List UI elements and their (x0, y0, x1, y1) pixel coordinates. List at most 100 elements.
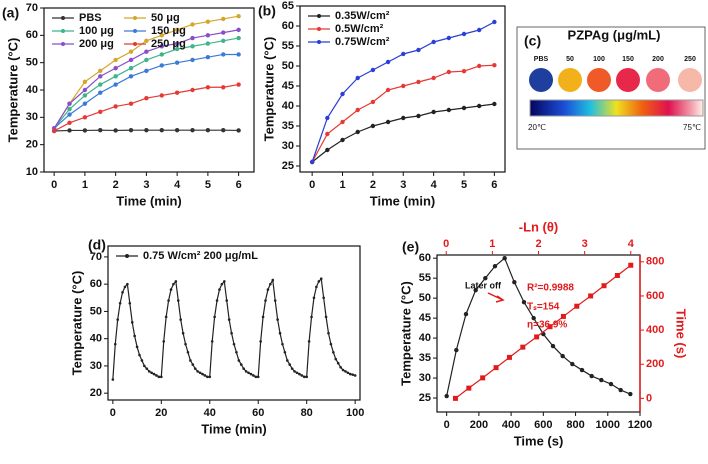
y-tick-label: 60 (419, 252, 431, 264)
marker (82, 79, 88, 85)
marker (446, 107, 452, 113)
marker (236, 82, 241, 87)
marker (236, 35, 241, 41)
marker (123, 285, 127, 289)
marker (401, 115, 406, 121)
marker (614, 272, 620, 278)
marker (221, 30, 226, 35)
marker (155, 374, 158, 377)
marker (111, 378, 115, 381)
marker (431, 75, 436, 81)
marker (236, 27, 241, 33)
marker (521, 299, 527, 305)
marker (184, 342, 187, 346)
y-tick-label: 25 (419, 392, 431, 404)
y2-tick-label: 800 (646, 256, 664, 268)
marker (143, 364, 146, 368)
marker (113, 57, 118, 63)
marker (269, 282, 272, 286)
marker (118, 301, 122, 305)
marker (281, 342, 284, 346)
marker (190, 57, 195, 63)
marker (221, 52, 226, 57)
y-tick-label: 30 (26, 111, 38, 123)
x2-tick-label: 0 (443, 238, 449, 250)
x2-tick-label: 2 (535, 238, 541, 250)
marker (190, 22, 195, 27)
marker (169, 288, 173, 291)
marker (276, 318, 279, 321)
marker (133, 334, 136, 338)
x-tick-label: 1 (339, 179, 345, 191)
marker (476, 63, 482, 69)
x-tick-label: 3 (143, 179, 149, 191)
annotation: Later off (465, 280, 502, 290)
marker (266, 288, 270, 291)
marker (128, 57, 134, 63)
marker (492, 101, 497, 107)
marker (502, 255, 507, 261)
marker (325, 147, 330, 153)
panel-c-title: PZPAg (μg/mL) (568, 27, 661, 42)
marker (290, 367, 294, 370)
panel-label: (c) (524, 33, 541, 49)
marker (145, 367, 149, 370)
marker (205, 85, 211, 90)
marker (305, 375, 308, 379)
sample-dot (646, 68, 670, 92)
marker (242, 367, 245, 370)
marker (98, 82, 103, 87)
marker (67, 128, 72, 133)
marker (325, 131, 330, 137)
marker (160, 375, 163, 379)
marker (570, 361, 575, 367)
legend-marker (133, 16, 137, 20)
marker (492, 263, 498, 269)
y2-tick-label: 600 (646, 290, 664, 302)
x-tick-label: 0 (444, 419, 450, 431)
marker (601, 283, 607, 289)
marker (520, 344, 526, 350)
y-tick-label: 30 (90, 360, 102, 372)
legend-label: 150 μg (151, 25, 186, 37)
marker (152, 372, 156, 376)
y-tick-label: 70 (90, 251, 102, 263)
y-axis-label: Temperature (°C) (5, 38, 20, 143)
marker (190, 35, 195, 41)
marker (322, 296, 325, 300)
y2-axis-label: Time (s) (674, 309, 689, 359)
x-tick-label: 800 (566, 419, 584, 431)
y-tick-label: 10 (26, 166, 38, 178)
sample-dot (616, 68, 640, 92)
legend-marker (61, 42, 65, 46)
marker (298, 372, 301, 376)
x-tick-label: 0 (110, 407, 116, 419)
marker (254, 375, 258, 379)
marker (239, 363, 243, 366)
marker (174, 41, 180, 46)
marker (336, 361, 340, 365)
marker (208, 375, 212, 379)
marker (236, 128, 241, 133)
marker (215, 299, 219, 302)
y-tick-label: 40 (282, 100, 294, 112)
marker (144, 38, 149, 43)
panel-label: (d) (88, 237, 106, 253)
y-tick-label: 40 (90, 333, 102, 345)
legend-marker (133, 42, 137, 46)
y-tick-label: 50 (26, 57, 38, 69)
marker (82, 87, 88, 93)
marker (176, 299, 180, 302)
marker (370, 67, 376, 73)
marker (300, 374, 304, 377)
y-tick-label: 45 (419, 312, 431, 324)
marker (252, 374, 255, 377)
legend-marker (317, 27, 321, 31)
marker (174, 280, 178, 283)
sample-label: 200 (652, 56, 664, 63)
marker (588, 293, 594, 299)
y-tick-label: 30 (282, 140, 294, 152)
marker (355, 107, 360, 113)
marker (113, 342, 117, 346)
y-tick-label: 50 (282, 60, 294, 72)
